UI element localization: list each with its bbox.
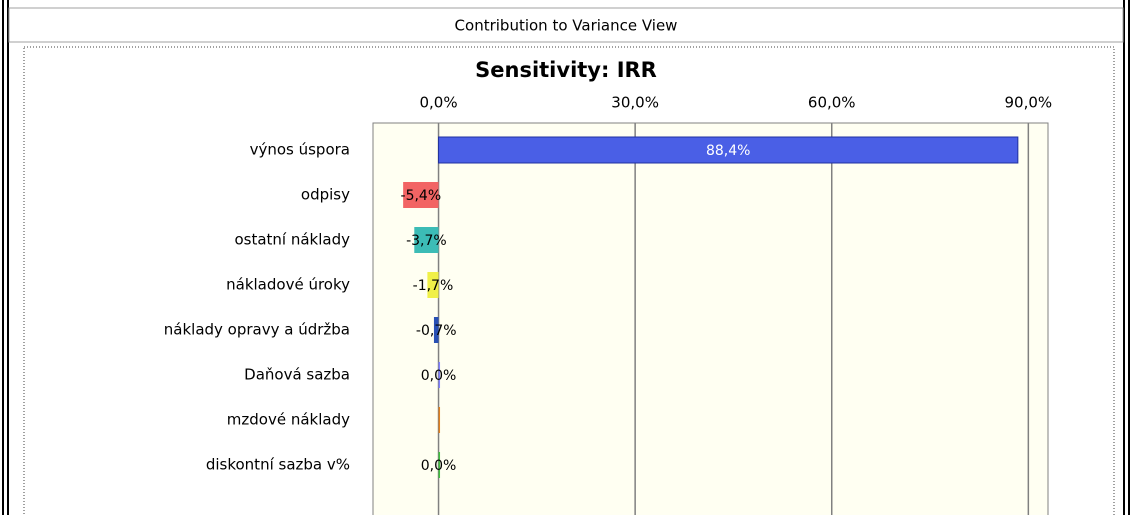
x-tick-label: 60,0% (808, 94, 856, 112)
bar (403, 182, 439, 208)
bar (438, 136, 1019, 164)
chart-title: Sensitivity: IRR (475, 58, 657, 82)
category-label: odpisy (301, 186, 350, 204)
x-tick-label: 30,0% (611, 94, 659, 112)
frame (23, 46, 1115, 515)
window-title: Contribution to Variance View (455, 17, 678, 35)
x-tick-label: 90,0% (1005, 94, 1053, 112)
plot-area (372, 122, 1049, 515)
value-label: 0,0% (421, 368, 457, 384)
value-label: 0,0% (421, 458, 457, 474)
bar (414, 227, 439, 253)
value-label: -3,7% (406, 233, 447, 249)
value-label: -1,7% (413, 278, 454, 294)
category-label: náklady opravy a údržba (164, 321, 350, 339)
category-label: diskontní sazba v% (206, 456, 350, 474)
bar (427, 272, 439, 298)
bar (438, 362, 441, 388)
value-label: -0,7% (416, 323, 457, 339)
bar (433, 317, 439, 343)
category-label: Daňová sazba (244, 366, 350, 384)
category-label: nákladové úroky (226, 276, 350, 294)
category-label: mzdové náklady (227, 411, 350, 429)
title-bar (8, 7, 1124, 43)
bar (438, 407, 441, 433)
value-label: 88,4% (706, 143, 750, 159)
category-label: výnos úspora (250, 141, 350, 159)
bar (438, 452, 441, 478)
x-tick-label: 0,0% (419, 94, 457, 112)
category-label: ostatní náklady (234, 231, 350, 249)
value-label: -5,4% (401, 188, 442, 204)
